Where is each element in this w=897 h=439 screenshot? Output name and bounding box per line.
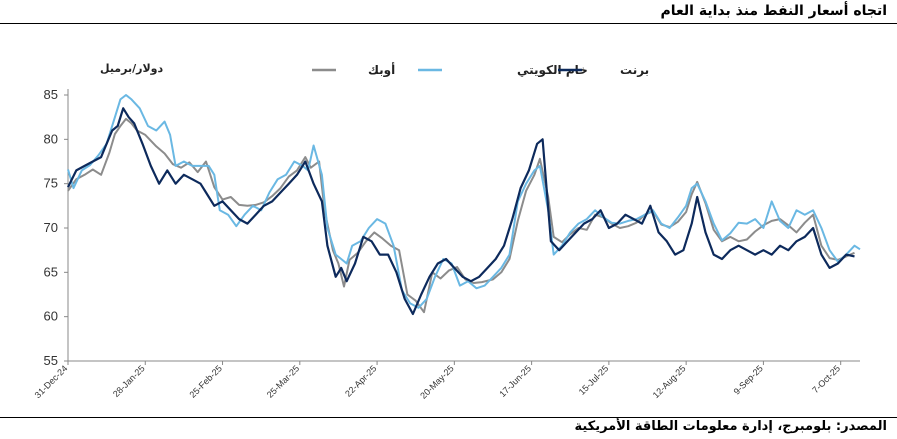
legend-label: أوبك xyxy=(368,62,395,78)
y-tick-label: 60 xyxy=(44,309,58,324)
chart-title: اتجاه أسعار النفط منذ بداية العام xyxy=(660,3,888,19)
x-axis: 31-Dec-24 28-Jan-25 25-Feb-25 25-Mar-25 22-A… xyxy=(33,360,860,401)
y-tick-label: 80 xyxy=(44,131,58,146)
x-tick-label: 20-May-25 xyxy=(418,363,455,400)
x-tick-label: 25-Feb-25 xyxy=(188,363,224,399)
x-tick-label: 22-Apr-25 xyxy=(343,363,378,398)
x-tick-label: 31-Dec-24 xyxy=(33,363,70,400)
x-tick-label: 15-Jul-25 xyxy=(577,363,611,397)
x-tick-label: 9-Sep-25 xyxy=(732,363,765,396)
legend: أوبك خام الكويتي برنت xyxy=(312,62,649,78)
oil-price-line-chart: 55 60 65 70 75 80 85 31-Dec-24 28-Jan-25 25-Feb-… xyxy=(33,62,861,401)
source-divider xyxy=(0,417,897,418)
y-tick-label: 65 xyxy=(44,264,58,279)
x-tick-label: 17-Jun-25 xyxy=(497,363,533,399)
y-tick-label: 75 xyxy=(44,176,58,191)
x-tick-label: 7-Oct-25 xyxy=(810,363,842,395)
y-axis: 55 60 65 70 75 80 85 xyxy=(44,87,69,368)
legend-label: خام الكويتي xyxy=(517,63,588,78)
source-note: المصدر: بلومبرج، إدارة معلومات الطاقة ال… xyxy=(574,419,887,434)
x-tick-label: 28-Jan-25 xyxy=(111,363,147,399)
x-tick-label: 12-Aug-25 xyxy=(651,363,688,400)
series-lines xyxy=(67,94,861,316)
legend-label: برنت xyxy=(620,63,649,77)
x-tick-label: 25-Mar-25 xyxy=(265,363,301,399)
series-line-1 xyxy=(67,117,855,314)
series-line-3 xyxy=(67,107,855,316)
y-tick-label: 85 xyxy=(44,87,58,102)
y-axis-label: دولار/برميل xyxy=(100,62,163,75)
title-divider xyxy=(0,23,897,24)
y-tick-label: 70 xyxy=(44,220,58,235)
y-tick-label: 55 xyxy=(44,353,58,368)
